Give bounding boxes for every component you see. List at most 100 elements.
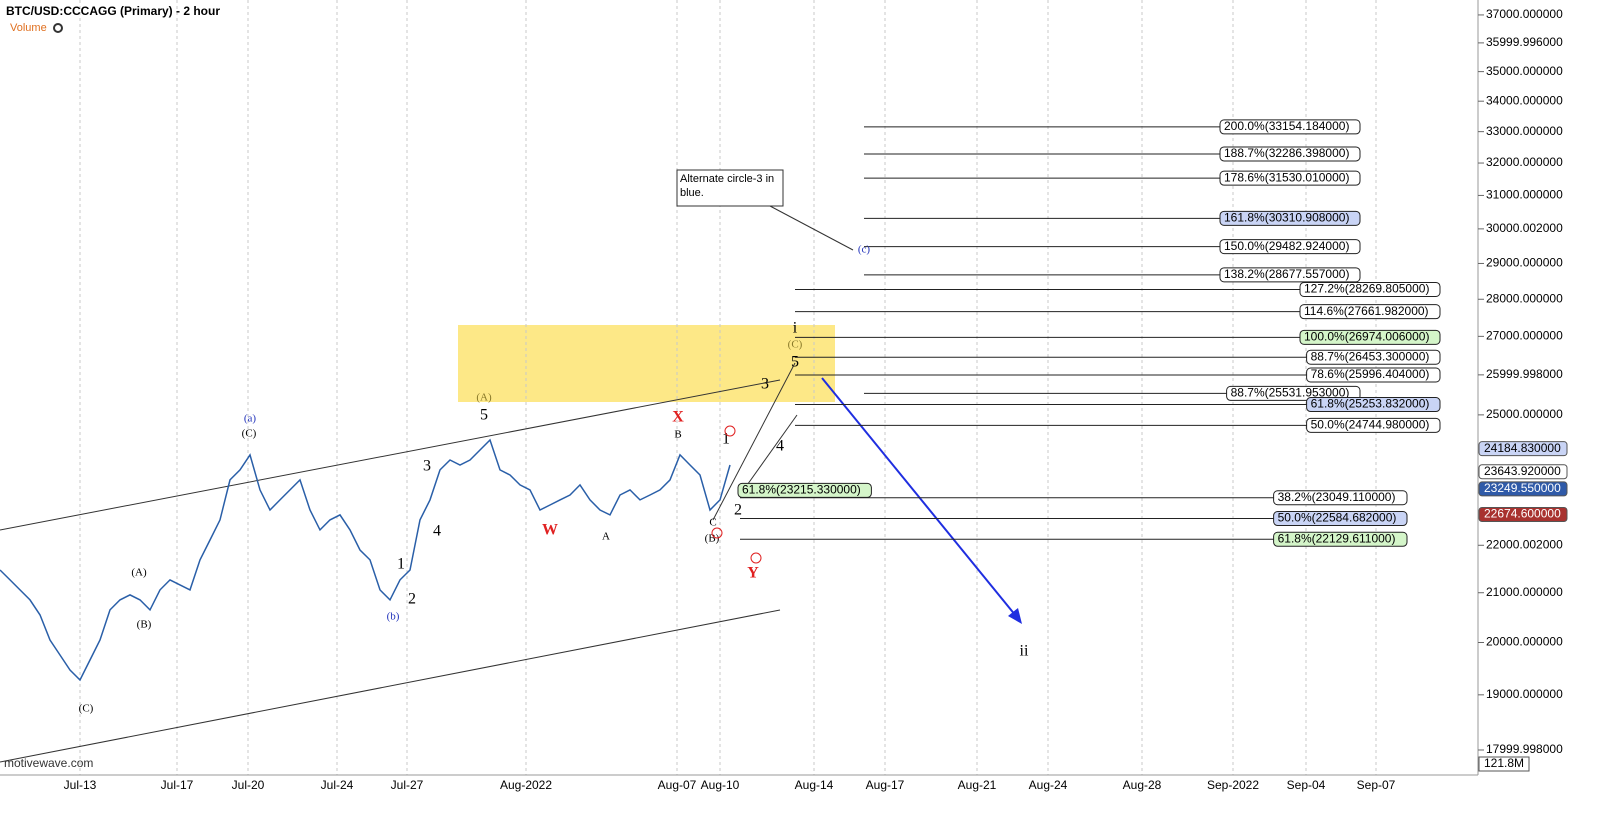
y-tick-label: 34000.000000: [1486, 93, 1563, 107]
x-tick-label: Jul-13: [64, 778, 97, 792]
volume-tag-label: 121.8M: [1484, 756, 1524, 770]
y-tick-label: 29000.000000: [1486, 256, 1563, 270]
wave-label: X: [672, 409, 684, 426]
fib-label-box: [1306, 397, 1441, 413]
price-tag: [1478, 441, 1568, 457]
x-tick-label: Jul-27: [391, 778, 424, 792]
fib-label-box: [1306, 367, 1441, 383]
price-tag-label: 23643.920000: [1484, 464, 1561, 478]
y-tick-label: 30000.002000: [1486, 221, 1563, 235]
fib-label-box: [737, 482, 872, 498]
x-tick-label: Aug-10: [701, 778, 740, 792]
wave-label: (B): [705, 533, 720, 545]
y-tick-label: 25000.000000: [1486, 407, 1563, 421]
fib-label: 100.0%(26974.006000): [1304, 330, 1429, 344]
fib-label-box: [1219, 210, 1361, 226]
fib-label-box: [1273, 490, 1408, 506]
wave-label: 3: [423, 458, 431, 475]
fib-label: 88.7%(26453.300000): [1311, 349, 1430, 363]
fib-label: 178.6%(31530.010000): [1224, 170, 1349, 184]
volume-label[interactable]: Volume: [10, 22, 47, 34]
arrow-head: [1008, 608, 1022, 624]
fib-label: 114.6%(27661.982000): [1304, 304, 1429, 318]
note-text: Alternate circle-3 in blue.: [680, 173, 775, 199]
x-tick-label: Jul-24: [321, 778, 354, 792]
y-tick-label: 37000.000000: [1486, 7, 1563, 21]
x-tick-label: Aug-14: [795, 778, 834, 792]
fib-label-box: [1226, 385, 1361, 401]
volume-tag: [1478, 756, 1530, 772]
wave-label: (a): [244, 413, 257, 425]
wave-label: (c): [858, 244, 871, 256]
fib-label-box: [1299, 304, 1441, 320]
wave-label: (C): [242, 428, 257, 440]
y-tick-label: 27000.000000: [1486, 329, 1563, 343]
wave-label: 4: [776, 438, 784, 455]
note: Alternate circle-3 in blue.: [680, 173, 775, 199]
fib-label-box: [1219, 239, 1361, 255]
channel-upper: [0, 379, 781, 531]
fib-label-box: [1273, 531, 1408, 547]
x-tick-label: Jul-20: [232, 778, 265, 792]
y-tick-label: 19000.000000: [1486, 687, 1563, 701]
wave-label: 2: [408, 591, 416, 608]
y-tick-label: 20000.000000: [1486, 635, 1563, 649]
y-tick-label: 22000.002000: [1486, 537, 1563, 551]
x-tick-label: Sep-2022: [1207, 778, 1259, 792]
wave-label: (b): [387, 611, 400, 623]
wave-label: C: [709, 517, 716, 529]
fib-label: 61.8%(23215.330000): [742, 483, 861, 497]
fib-label: 88.7%(25531.953000): [1231, 386, 1350, 400]
wave-label: (C): [788, 339, 803, 351]
wave-label: Y: [747, 565, 759, 582]
x-tick-label: Aug-17: [866, 778, 905, 792]
x-tick-label: Jul-17: [161, 778, 194, 792]
fib-label-box: [1299, 281, 1441, 297]
wave-label: 1: [397, 556, 405, 573]
price-tag-label: 22674.600000: [1484, 507, 1561, 521]
wave-label: ii: [1020, 643, 1029, 660]
fib-label: 150.0%(29482.924000): [1224, 239, 1349, 253]
wave-line: [739, 414, 798, 496]
channel-lower: [0, 609, 781, 763]
x-tick-label: Sep-04: [1287, 778, 1326, 792]
y-tick-label: 35000.000000: [1486, 64, 1563, 78]
fib-label-box: [1273, 511, 1408, 527]
wave-label: (A): [476, 392, 492, 404]
wave-circle: [724, 425, 736, 437]
x-tick-label: Aug-24: [1029, 778, 1068, 792]
target-zone: [458, 325, 835, 402]
y-tick-label: 32000.000000: [1486, 155, 1563, 169]
fib-label: 38.2%(23049.110000): [1278, 490, 1396, 504]
wave-label: i: [793, 320, 798, 337]
chart-title: BTC/USD:CCCAGG (Primary) - 2 hour: [6, 4, 220, 18]
watermark: motivewave.com: [4, 756, 93, 770]
wave-circle: [711, 527, 723, 539]
price-tag: [1478, 464, 1568, 480]
y-tick-label: 35999.996000: [1486, 35, 1563, 49]
wave-label: 5: [480, 407, 488, 424]
y-tick-label: 17999.998000: [1486, 742, 1563, 756]
x-tick-label: Aug-21: [958, 778, 997, 792]
settings-icon[interactable]: [53, 23, 63, 33]
fib-label-box: [1219, 119, 1361, 135]
price-tag-label: 24184.830000: [1484, 441, 1561, 455]
wave-label: (A): [131, 567, 147, 579]
fib-label-box: [1219, 267, 1361, 283]
x-tick-label: Aug-07: [658, 778, 697, 792]
fib-label-box: [1299, 329, 1441, 345]
fib-label-box: [1306, 417, 1441, 433]
wave-label: 1: [722, 431, 730, 448]
fib-label-box: [1219, 146, 1361, 162]
fib-label: 161.8%(30310.908000): [1224, 211, 1349, 225]
wave-label: 5: [791, 354, 799, 371]
projection-arrow: [821, 377, 1017, 617]
wave-circle: [750, 552, 762, 564]
wave-label: 4: [433, 523, 441, 540]
fib-label: 50.0%(24744.980000): [1311, 417, 1430, 431]
note-box: [676, 169, 784, 207]
x-tick-label: Aug-2022: [500, 778, 552, 792]
x-tick-label: Aug-28: [1123, 778, 1162, 792]
wave-label: A: [602, 531, 610, 543]
price-tag: [1478, 481, 1568, 497]
